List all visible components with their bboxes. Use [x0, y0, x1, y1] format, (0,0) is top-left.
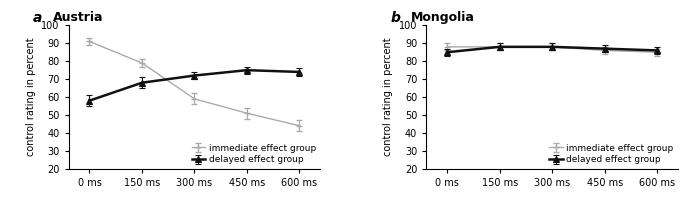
- Text: a: a: [34, 11, 42, 25]
- Y-axis label: control rating in percent: control rating in percent: [384, 38, 393, 156]
- Legend: immediate effect group, delayed effect group: immediate effect group, delayed effect g…: [192, 143, 316, 164]
- Legend: immediate effect group, delayed effect group: immediate effect group, delayed effect g…: [549, 143, 673, 164]
- Y-axis label: control rating in percent: control rating in percent: [25, 38, 36, 156]
- Text: b: b: [391, 11, 401, 25]
- Text: Mongolia: Mongolia: [411, 11, 475, 24]
- Text: Austria: Austria: [53, 11, 104, 24]
